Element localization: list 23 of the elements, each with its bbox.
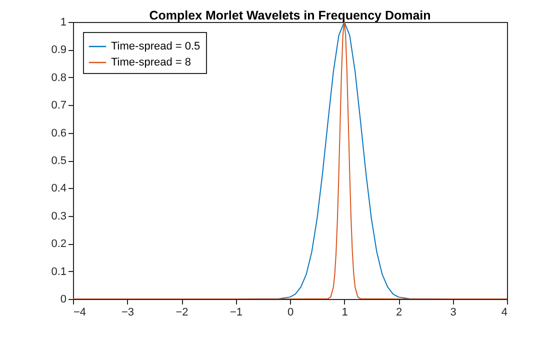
- y-tick-label: 0.4: [51, 182, 66, 195]
- y-tick-label: 0.9: [51, 44, 66, 56]
- legend-label: Time-spread = 0.5: [111, 40, 200, 52]
- chart-title: Complex Morlet Wavelets in Frequency Domain: [149, 8, 431, 22]
- y-tick-label: 1: [60, 16, 66, 28]
- y-tick-label: 0.1: [51, 266, 66, 278]
- x-tick-label: 3: [450, 306, 456, 318]
- x-tick-label: −1: [230, 306, 243, 318]
- x-tick-label: −4: [74, 306, 86, 318]
- x-tick-label: 0: [287, 306, 294, 318]
- x-tick-label: 4: [501, 306, 508, 318]
- y-tick-label: 0.8: [51, 72, 66, 84]
- y-tick-label: 0.7: [51, 100, 66, 112]
- y-tick-label: 0.2: [51, 238, 66, 250]
- legend-label: Time-spread = 8: [111, 56, 191, 68]
- x-tick-label: 1: [342, 306, 348, 318]
- y-tick-label: 0.5: [51, 155, 66, 167]
- y-tick-label: 0: [60, 294, 66, 306]
- x-tick-label: −3: [121, 306, 134, 318]
- x-tick-label: −2: [176, 306, 188, 318]
- y-tick-label: 0.6: [51, 127, 66, 140]
- y-tick-label: 0.3: [51, 210, 66, 222]
- x-tick-label: 2: [396, 306, 402, 318]
